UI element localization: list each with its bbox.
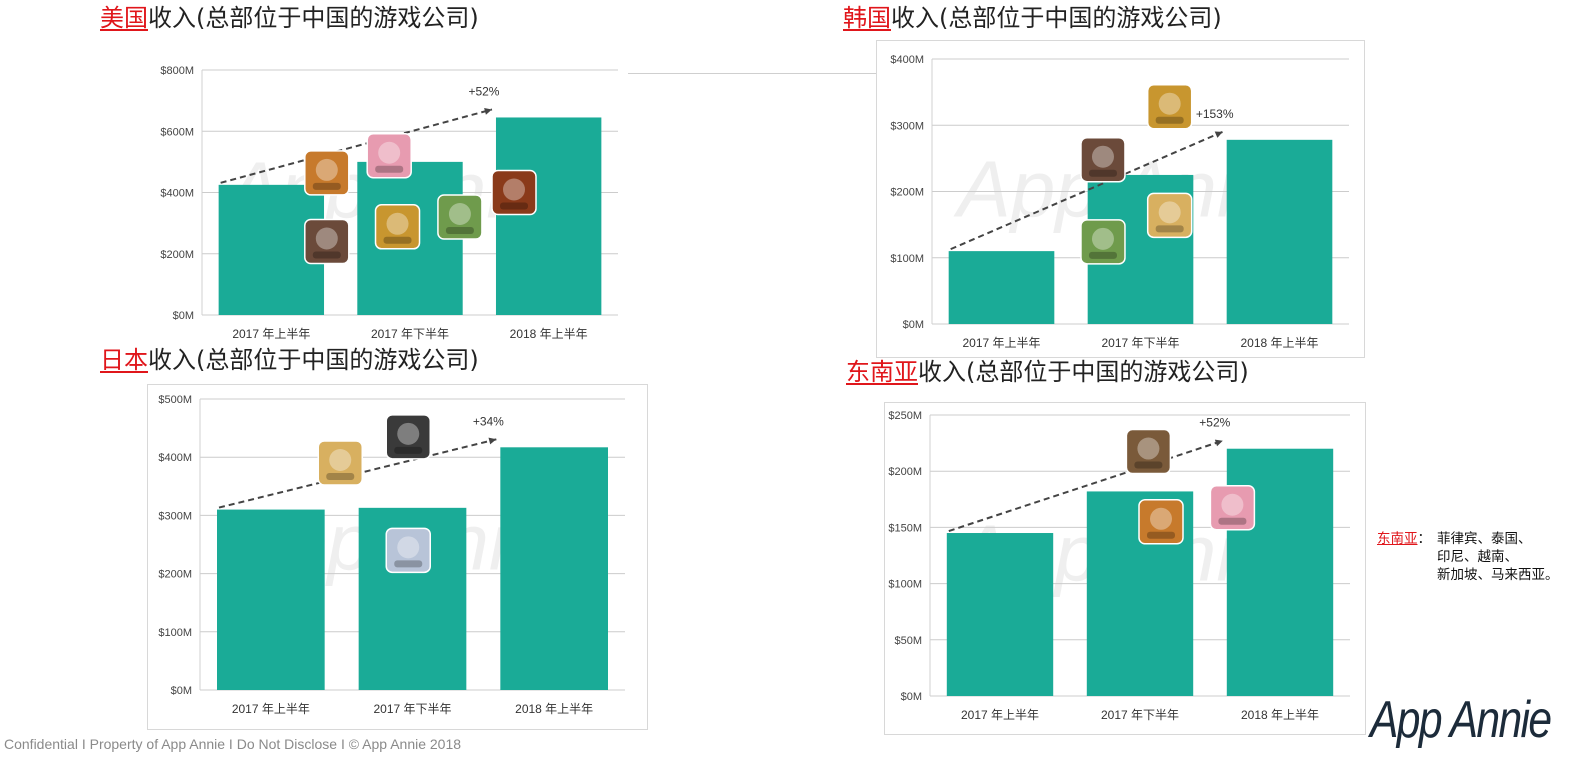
y-tick-label: $400M [158,452,192,464]
x-tick-label: 2017 年下半年 [1101,336,1179,350]
game-icon-soldiers [317,440,363,486]
growth-annotation: +34% [473,414,504,428]
game-icon-pink-hair [385,527,431,574]
region-note: 东南亚： 菲律宾、泰国、 印尼、越南、 新加坡、马来西亚。 [1377,530,1559,583]
trend-arrow-line [948,439,1224,532]
chart-jp-svg: App Annie$0M$100M$200M$300M$400M$500M201… [158,394,625,716]
y-tick-label: $400M [160,188,194,200]
y-tick-label: $150M [888,522,922,534]
x-tick-label: 2018 年上半年 [1241,708,1319,722]
chart-title-jp: 日本收入(总部位于中国的游戏公司) [100,348,479,372]
y-tick-label: $200M [158,569,192,581]
trend-arrow-head [1214,439,1223,447]
x-tick-label: 2017 年上半年 [232,702,310,716]
game-icon-army-men [437,194,483,240]
region-label: 日本 [100,346,148,374]
x-tick-label: 2017 年下半年 [1101,708,1179,722]
bar [217,509,325,690]
game-icon-three-kingdoms [1146,83,1193,130]
bar [946,533,1054,696]
title-suffix: 收入(总部位于中国的游戏公司) [148,346,479,374]
region-label: 东南亚 [846,358,918,386]
title-suffix: 收入(总部位于中国的游戏公司) [891,4,1222,32]
x-tick-label: 2017 年上半年 [232,327,310,341]
chart-sea-svg: App Annie$0M$50M$100M$150M$200M$250M2017… [888,410,1350,722]
y-tick-label: $100M [890,253,924,265]
game-icon-calligraphy [385,414,431,460]
game-icon-warlord [1146,192,1193,239]
bar [1226,139,1333,324]
y-tick-label: $600M [160,126,194,138]
note-line: 新加坡、马来西亚。 [1437,567,1559,583]
x-tick-label: 2018 年上半年 [1240,336,1318,350]
game-icon-anime-girl [366,133,412,179]
game-icon-cowboy [304,218,350,265]
region-label: 美国 [100,4,148,32]
note-country-list: 菲律宾、泰国、 印尼、越南、 新加坡、马来西亚。 [1437,530,1593,584]
trend-arrow-head [488,437,497,445]
x-tick-label: 2017 年上半年 [961,708,1039,722]
y-tick-label: $400M [890,54,924,66]
game-icon-castle-king [374,204,421,250]
x-tick-label: 2017 年上半年 [962,336,1040,350]
bar [500,447,608,690]
game-icon-moba-hero [1125,428,1172,475]
trend-arrow-head [1214,131,1223,138]
x-tick-label: 2018 年上半年 [515,702,593,716]
y-tick-label: $0M [173,310,194,322]
chart-sea: App Annie$0M$50M$100M$150M$200M$250M2017… [884,402,1366,735]
trend-arrow-line [220,108,493,184]
y-tick-label: $200M [888,466,922,478]
x-tick-label: 2017 年下半年 [373,702,451,716]
trend-arrow-head [484,107,492,115]
divider-line [627,73,877,74]
y-tick-label: $100M [888,579,922,591]
bar [495,117,602,315]
y-tick-label: $200M [160,249,194,261]
region-label: 韩国 [843,4,891,32]
note-line: 印尼、越南、 [1437,549,1518,565]
y-tick-label: $50M [894,635,922,647]
game-icon-silver-hair [1080,219,1126,265]
title-suffix: 收入(总部位于中国的游戏公司) [918,358,1249,386]
game-icon-blue-hair [1209,484,1256,531]
x-tick-label: 2018 年上半年 [510,327,588,341]
app-annie-logo: App Annie [1370,691,1552,749]
note-separator: ： [1417,531,1432,547]
y-tick-label: $300M [158,510,192,522]
bar [948,251,1055,324]
game-icon-blade-soul [1138,499,1184,545]
note-region: 东南亚 [1377,531,1418,547]
title-suffix: 收入(总部位于中国的游戏公司) [148,4,479,32]
y-tick-label: $0M [901,691,922,703]
y-tick-label: $800M [160,65,194,77]
game-icon-warrior [304,150,350,196]
game-icon-lion-king [491,169,537,216]
chart-title-kr: 韩国收入(总部位于中国的游戏公司) [843,6,1222,30]
growth-annotation: +52% [1199,416,1230,430]
y-tick-label: $200M [890,187,924,199]
y-tick-label: $100M [158,627,192,639]
y-tick-label: $500M [158,394,192,406]
y-tick-label: $300M [890,120,924,132]
footer-disclaimer: Confidential I Property of App Annie I D… [4,736,462,752]
game-icon-blonde-girl [1080,136,1126,183]
chart-jp: App Annie$0M$100M$200M$300M$400M$500M201… [147,384,648,730]
x-tick-label: 2017 年下半年 [371,327,449,341]
y-tick-label: $0M [903,319,924,331]
y-tick-label: $250M [888,410,922,422]
growth-annotation: +153% [1196,107,1234,121]
chart-title-us: 美国收入(总部位于中国的游戏公司) [100,6,479,30]
chart-kr: App Annie $0M $100M $200M $300M $400M 2017 年上半… [876,40,1365,358]
growth-annotation: +52% [468,84,499,98]
note-line: 菲律宾、泰国、 [1437,531,1532,547]
chart-title-sea: 东南亚收入(总部位于中国的游戏公司) [846,360,1249,384]
y-tick-label: $0M [171,685,192,697]
